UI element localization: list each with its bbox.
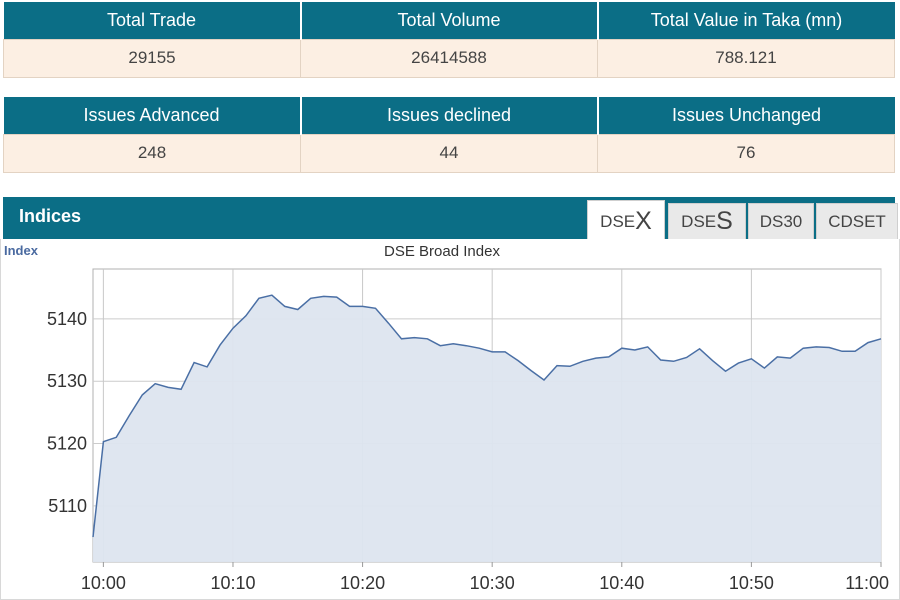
x-tick-label: 10:00 xyxy=(81,573,126,593)
tab-ds30[interactable]: DS30 xyxy=(748,203,814,239)
total-volume-value: 26414588 xyxy=(300,38,598,78)
chart-y-axis-label: Index xyxy=(4,243,39,258)
indices-header-bar: Indices xyxy=(3,197,895,239)
x-tick-label: 10:20 xyxy=(340,573,385,593)
x-tick-label: 11:00 xyxy=(845,573,889,593)
total-trade-header: Total Trade xyxy=(3,2,302,39)
issues-declined-header: Issues declined xyxy=(300,97,599,134)
tab-dsex[interactable]: DSE X xyxy=(587,200,665,242)
issues-advanced-value: 248 xyxy=(3,133,301,173)
index-area-fill xyxy=(93,295,881,562)
issues-unchanged-value: 76 xyxy=(597,133,895,173)
total-trade-value: 29155 xyxy=(3,38,301,78)
y-axis-ticks: 5110 5120 5130 5140 xyxy=(47,309,87,516)
indices-title: Indices xyxy=(19,206,82,226)
tab-cdset[interactable]: CDSET xyxy=(816,203,898,239)
tab-dses-prefix: DSE xyxy=(681,211,717,231)
issues-declined-value: 44 xyxy=(300,133,598,173)
x-tick-label: 10:40 xyxy=(599,573,644,593)
index-series-line xyxy=(92,294,882,538)
tab-dses-suffix: S xyxy=(716,207,733,235)
total-value-value: 788.121 xyxy=(597,38,895,78)
dse-broad-index-chart: Index DSE Broad Index 5110 5120 5130 5140 1… xyxy=(4,243,889,593)
issues-unchanged-header: Issues Unchanged xyxy=(597,97,895,134)
total-value-header: Total Value in Taka (mn) xyxy=(597,2,895,39)
issues-table: Issues Advanced Issues declined Issues U… xyxy=(3,97,895,173)
total-volume-header: Total Volume xyxy=(300,2,599,39)
issues-advanced-header: Issues Advanced xyxy=(3,97,302,134)
y-tick-label: 5130 xyxy=(47,371,87,391)
tab-dsex-suffix: X xyxy=(635,207,652,235)
y-tick-label: 5140 xyxy=(47,309,87,329)
tab-dsex-prefix: DSE xyxy=(600,211,636,231)
x-tick-label: 10:50 xyxy=(729,573,774,593)
y-tick-label: 5120 xyxy=(47,434,87,454)
x-axis-ticks: 10:00 10:10 10:20 10:30 10:40 10:50 11:00 xyxy=(81,562,889,593)
y-tick-label: 5110 xyxy=(48,496,87,516)
market-summary-table: Total Trade Total Volume Total Value in … xyxy=(3,2,895,78)
tab-cdset-label: CDSET xyxy=(828,211,886,231)
index-chart-panel: Index DSE Broad Index 5110 5120 5130 5140 1… xyxy=(0,239,900,600)
x-tick-label: 10:10 xyxy=(210,573,255,593)
chart-title: DSE Broad Index xyxy=(384,243,500,260)
x-tick-label: 10:30 xyxy=(470,573,515,593)
tab-dses[interactable]: DSE S xyxy=(668,203,746,239)
tab-ds30-label: DS30 xyxy=(759,211,803,231)
